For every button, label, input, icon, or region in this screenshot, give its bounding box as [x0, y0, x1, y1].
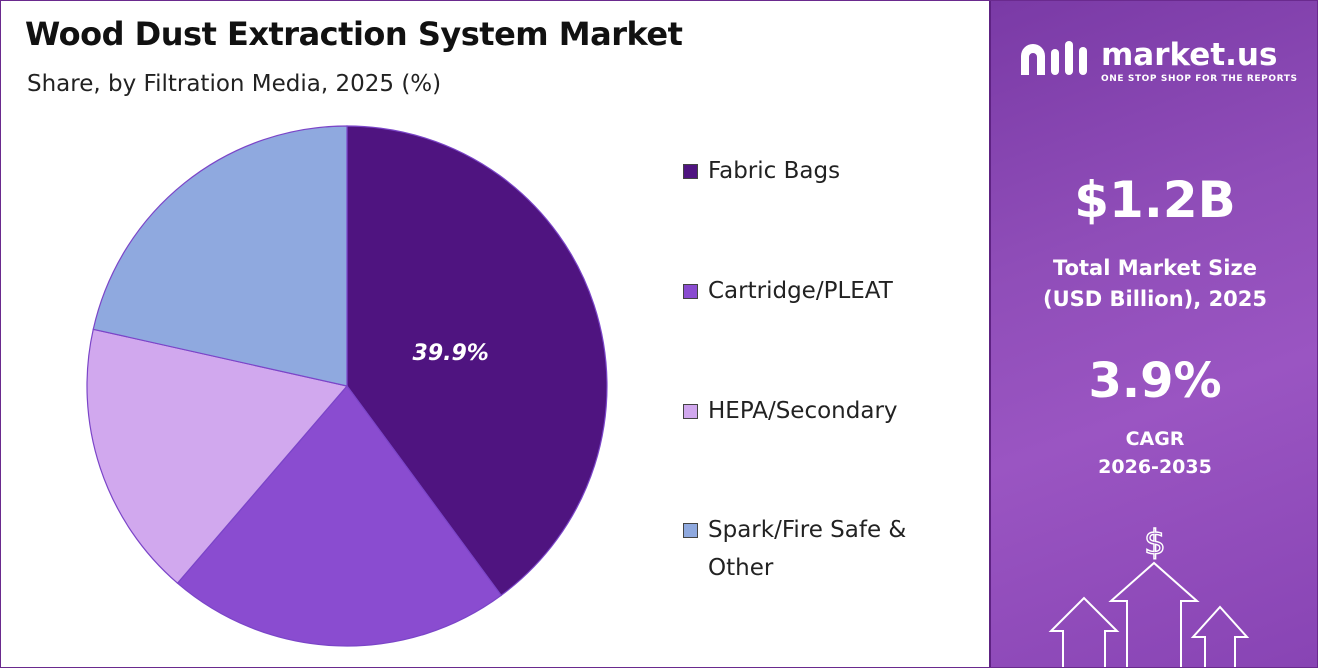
- pie-chart: 39.9%: [86, 125, 608, 647]
- chart-title: Wood Dust Extraction System Market: [25, 15, 683, 53]
- legend-swatch: [683, 404, 698, 419]
- market-size-value: $1.2B: [1074, 171, 1236, 229]
- pie-slice-hepa-secondary: [86, 328, 349, 585]
- market-size-label-line-2: (USD Billion), 2025: [1042, 287, 1268, 311]
- pie-slice-cartridge-pleat: [176, 385, 502, 647]
- cagr-value: 3.9%: [1088, 353, 1222, 409]
- legend-label: Cartridge/PLEAT: [708, 278, 893, 304]
- stats-sidebar: $ market.us ONE STOP SHOP FOR THE REPORT…: [989, 1, 1317, 667]
- chart-panel: Wood Dust Extraction System Market Share…: [1, 1, 989, 667]
- pie-slice-fabric-bags: [346, 125, 608, 597]
- legend-swatch: [683, 164, 698, 179]
- cagr-period: 2026-2035: [1098, 456, 1212, 478]
- market-size-label-line-1: Total Market Size: [1053, 256, 1257, 280]
- logo-name: market.us: [1101, 37, 1278, 73]
- logo-tagline: ONE STOP SHOP FOR THE REPORTS: [1101, 74, 1298, 84]
- up-arrow-icon: [1048, 561, 1250, 667]
- chart-subtitle: Share, by Filtration Media, 2025 (%): [27, 71, 442, 97]
- legend-swatch: [683, 284, 698, 299]
- sidebar-decoration: $: [1021, 41, 1250, 667]
- legend-swatch: [683, 523, 698, 538]
- cagr-label: CAGR 2026-2035: [991, 425, 1317, 481]
- legend-label: Spark/Fire Safe & Other: [708, 517, 907, 581]
- market-size-label: Total Market Size (USD Billion), 2025: [991, 253, 1317, 315]
- dollar-sign-icon: $: [1144, 523, 1166, 563]
- legend-label: HEPA/Secondary: [708, 398, 898, 424]
- cagr-label-line-1: CAGR: [1125, 428, 1185, 450]
- pie-data-label-fabric-bags: 39.9%: [413, 341, 489, 366]
- market-us-logo-icon: [1021, 41, 1087, 75]
- legend-label: Fabric Bags: [708, 158, 841, 184]
- pie-slice-spark-fire-safe-other: [92, 125, 348, 387]
